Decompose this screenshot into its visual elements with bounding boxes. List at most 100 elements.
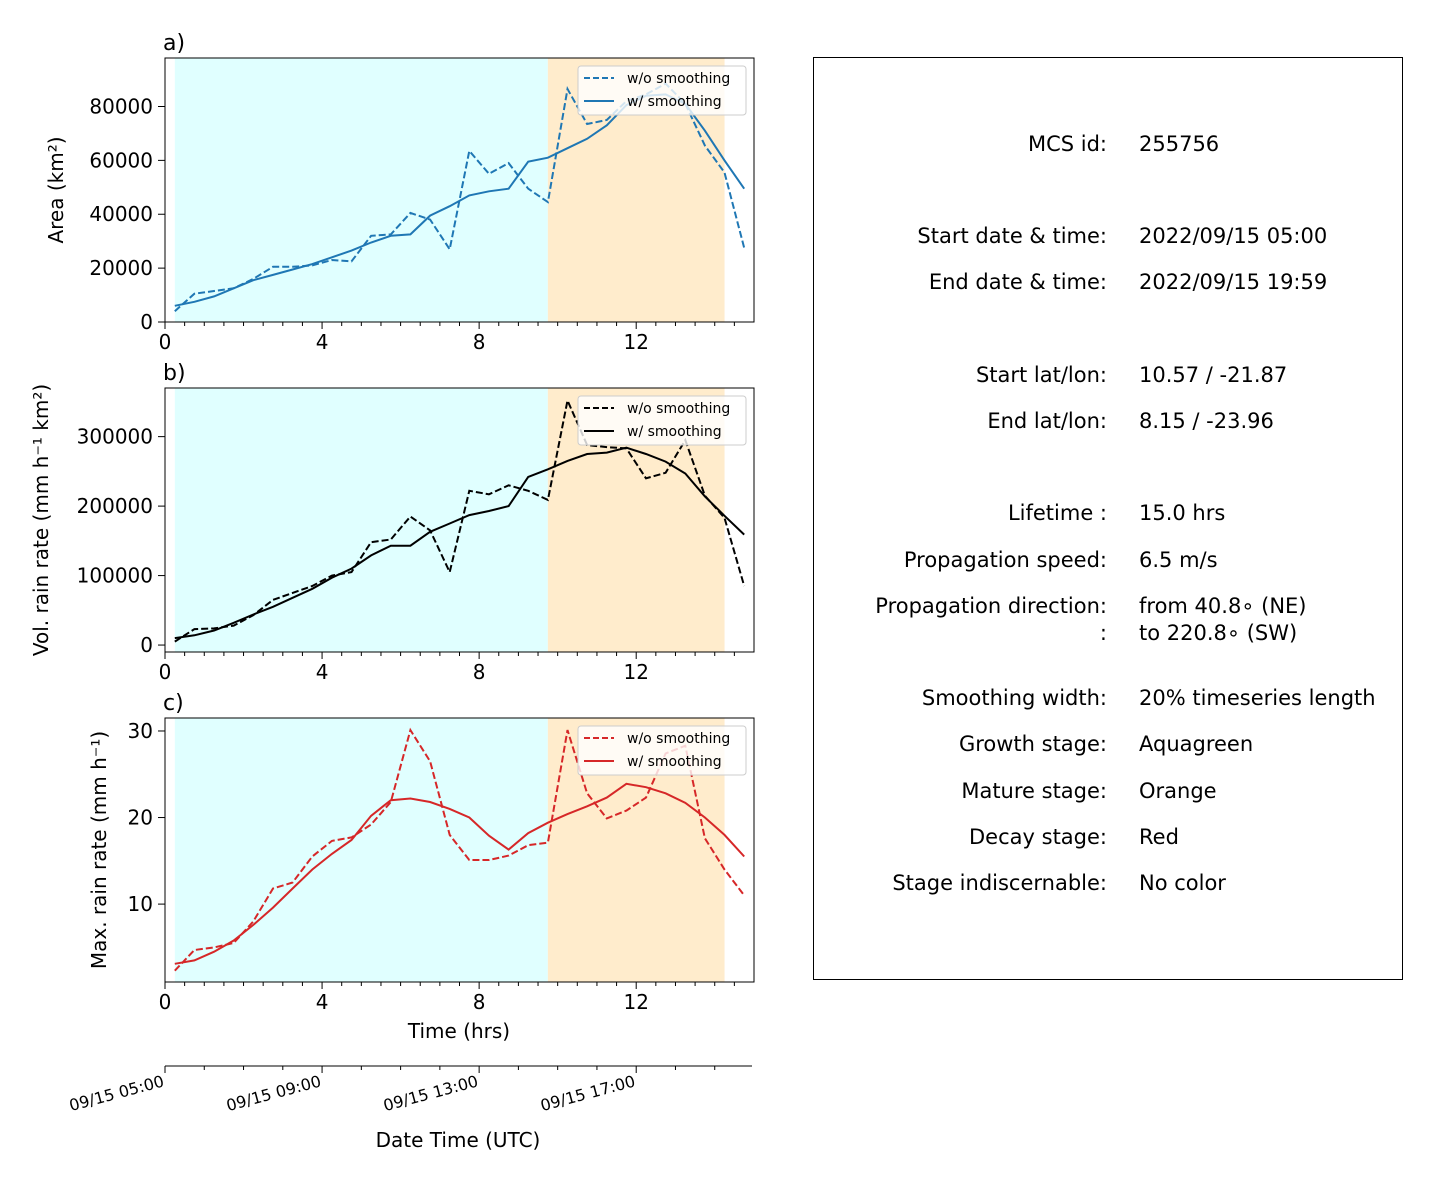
y-tick-label: 0: [140, 633, 153, 657]
info-row-lifetime: Lifetime : 15.0 hrs: [814, 501, 1402, 527]
legend: w/o smoothing w/ smoothing: [577, 725, 747, 776]
info-label: Lifetime :: [1007, 501, 1107, 525]
info-row-start-time: Start date & time: 2022/09/15 05:00: [814, 224, 1402, 250]
y-tick-label: 20000: [89, 256, 153, 280]
x-tick-label: 4: [316, 990, 329, 1014]
info-value: Aquagreen: [1139, 732, 1254, 756]
info-value: 255756: [1139, 132, 1220, 156]
y-tick-label: 80000: [89, 94, 153, 118]
info-value: 10.57 / -21.87: [1139, 363, 1288, 387]
info-label: Growth stage:: [958, 732, 1107, 756]
info-value: 8.15 / -23.96: [1139, 409, 1274, 433]
info-value: 2022/09/15 05:00: [1139, 224, 1328, 248]
y-tick-label: 30: [128, 719, 153, 743]
info-value: 15.0 hrs: [1139, 501, 1226, 525]
growth-stage-shading: [174, 388, 548, 652]
info-label: Mature stage:: [961, 779, 1107, 803]
info-label: End date & time:: [928, 270, 1107, 294]
legend: w/o smoothing w/ smoothing: [577, 65, 747, 116]
y-tick-label: 200000: [77, 494, 153, 518]
info-label: Start date & time:: [917, 224, 1107, 248]
info-label: Stage indiscernable:: [892, 871, 1107, 895]
x-tick-label: 8: [473, 330, 486, 354]
info-row-propagation-direction-to: : to 220.8∘ (SW): [814, 621, 1402, 647]
info-value: Orange: [1139, 779, 1217, 803]
info-label: Decay stage:: [969, 825, 1107, 849]
info-value: 6.5 m/s: [1139, 548, 1218, 572]
datetime-axis-label: Date Time (UTC): [376, 1128, 541, 1152]
panel-c-max-rain-rate: 0 4 8 12 10 20 30 c) Max. rain rate (mm h⁻¹) w/o …: [87, 691, 755, 1043]
info-row-start-latlon: Start lat/lon: 10.57 / -21.87: [814, 363, 1402, 389]
datetime-tick-label: 09/15 17:00: [538, 1072, 637, 1116]
y-tick-label: 10: [128, 892, 153, 916]
panel-label: b): [163, 361, 186, 386]
datetime-axis: 09/15 05:00 09/15 09:00 09/15 13:00 09/15 1…: [67, 1065, 752, 1152]
legend-label-smoothed: w/ smoothing: [627, 754, 722, 770]
x-tick-label: 12: [623, 990, 648, 1014]
panel-b-vol-rain-rate: 0 4 8 12 0 100000 200000 300000 b) Vol. rain rate…: [29, 361, 755, 684]
y-tick-label: 300000: [77, 425, 153, 449]
y-tick-label: 60000: [89, 148, 153, 172]
y-tick-label: 0: [140, 310, 153, 334]
legend: w/o smoothing w/ smoothing: [577, 395, 747, 446]
x-tick-label: 12: [623, 330, 648, 354]
panel-label: c): [163, 691, 184, 716]
legend-box: [577, 65, 747, 116]
info-row-end-time: End date & time: 2022/09/15 19:59: [814, 270, 1402, 296]
info-value: No color: [1139, 871, 1226, 895]
series-line-smoothed: [174, 782, 745, 965]
panel-a-area: 0 4 8 12 0 20000 40000 60000 80000 a) Area (km²) w/…: [44, 31, 755, 354]
x-tick-label: 8: [473, 990, 486, 1014]
series-line-unsmoothed: [174, 727, 745, 972]
info-label: MCS id:: [1027, 132, 1107, 156]
x-tick-label: 0: [159, 660, 172, 684]
legend-label-unsmoothed: w/o smoothing: [627, 731, 730, 747]
info-label: Smoothing width:: [921, 686, 1107, 710]
y-axis-label: Area (km²): [44, 136, 68, 243]
info-label: Propagation direction:: [875, 594, 1107, 618]
info-row-end-latlon: End lat/lon: 8.15 / -23.96: [814, 409, 1402, 435]
info-value: from 40.8∘ (NE): [1139, 594, 1307, 618]
growth-stage-shading: [174, 58, 548, 322]
info-value: 20% timeseries length: [1139, 686, 1376, 710]
info-row-mature-stage: Mature stage: Orange: [814, 779, 1402, 805]
info-row-mcs-id: MCS id: 255756: [814, 132, 1402, 158]
info-row-propagation-direction: Propagation direction: from 40.8∘ (NE): [814, 594, 1402, 620]
legend-label-smoothed: w/ smoothing: [627, 424, 722, 440]
series-line-smoothed: [174, 446, 745, 640]
datetime-tick-label: 09/15 05:00: [67, 1072, 166, 1116]
info-row-decay-stage: Decay stage: Red: [814, 825, 1402, 851]
info-label: End lat/lon:: [987, 409, 1107, 433]
panel-label: a): [163, 31, 185, 56]
info-row-growth-stage: Growth stage: Aquagreen: [814, 732, 1402, 758]
y-axis-label: Max. rain rate (mm h⁻¹): [87, 731, 111, 969]
info-row-stage-indiscernable: Stage indiscernable: No color: [814, 871, 1402, 897]
info-row-propagation-speed: Propagation speed: 6.5 m/s: [814, 548, 1402, 574]
x-axis-label: Time (hrs): [407, 1019, 510, 1043]
y-tick-label: 20: [128, 806, 153, 830]
x-tick-label: 0: [159, 990, 172, 1014]
legend-box: [577, 395, 747, 446]
info-value: to 220.8∘ (SW): [1139, 621, 1298, 645]
legend-label-unsmoothed: w/o smoothing: [627, 401, 730, 417]
x-tick-label: 8: [473, 660, 486, 684]
y-tick-label: 40000: [89, 202, 153, 226]
info-row-smoothing-width: Smoothing width: 20% timeseries length: [814, 686, 1402, 712]
y-tick-label: 100000: [77, 564, 153, 588]
x-tick-label: 12: [623, 660, 648, 684]
info-value: 2022/09/15 19:59: [1139, 270, 1328, 294]
datetime-tick-label: 09/15 09:00: [224, 1072, 323, 1116]
y-axis-label: Vol. rain rate (mm h⁻¹ km²): [29, 384, 53, 656]
info-label: :: [1099, 621, 1107, 645]
legend-label-unsmoothed: w/o smoothing: [627, 71, 730, 87]
info-label: Propagation speed:: [903, 548, 1107, 572]
info-label: Start lat/lon:: [975, 363, 1107, 387]
legend-label-smoothed: w/ smoothing: [627, 94, 722, 110]
legend-box: [577, 725, 747, 776]
mcs-info-panel: MCS id: 255756 Start date & time: 2022/0…: [813, 57, 1403, 980]
x-tick-label: 4: [316, 660, 329, 684]
x-tick-label: 0: [159, 330, 172, 354]
datetime-tick-label: 09/15 13:00: [381, 1072, 480, 1116]
series-line-unsmoothed: [174, 397, 746, 643]
